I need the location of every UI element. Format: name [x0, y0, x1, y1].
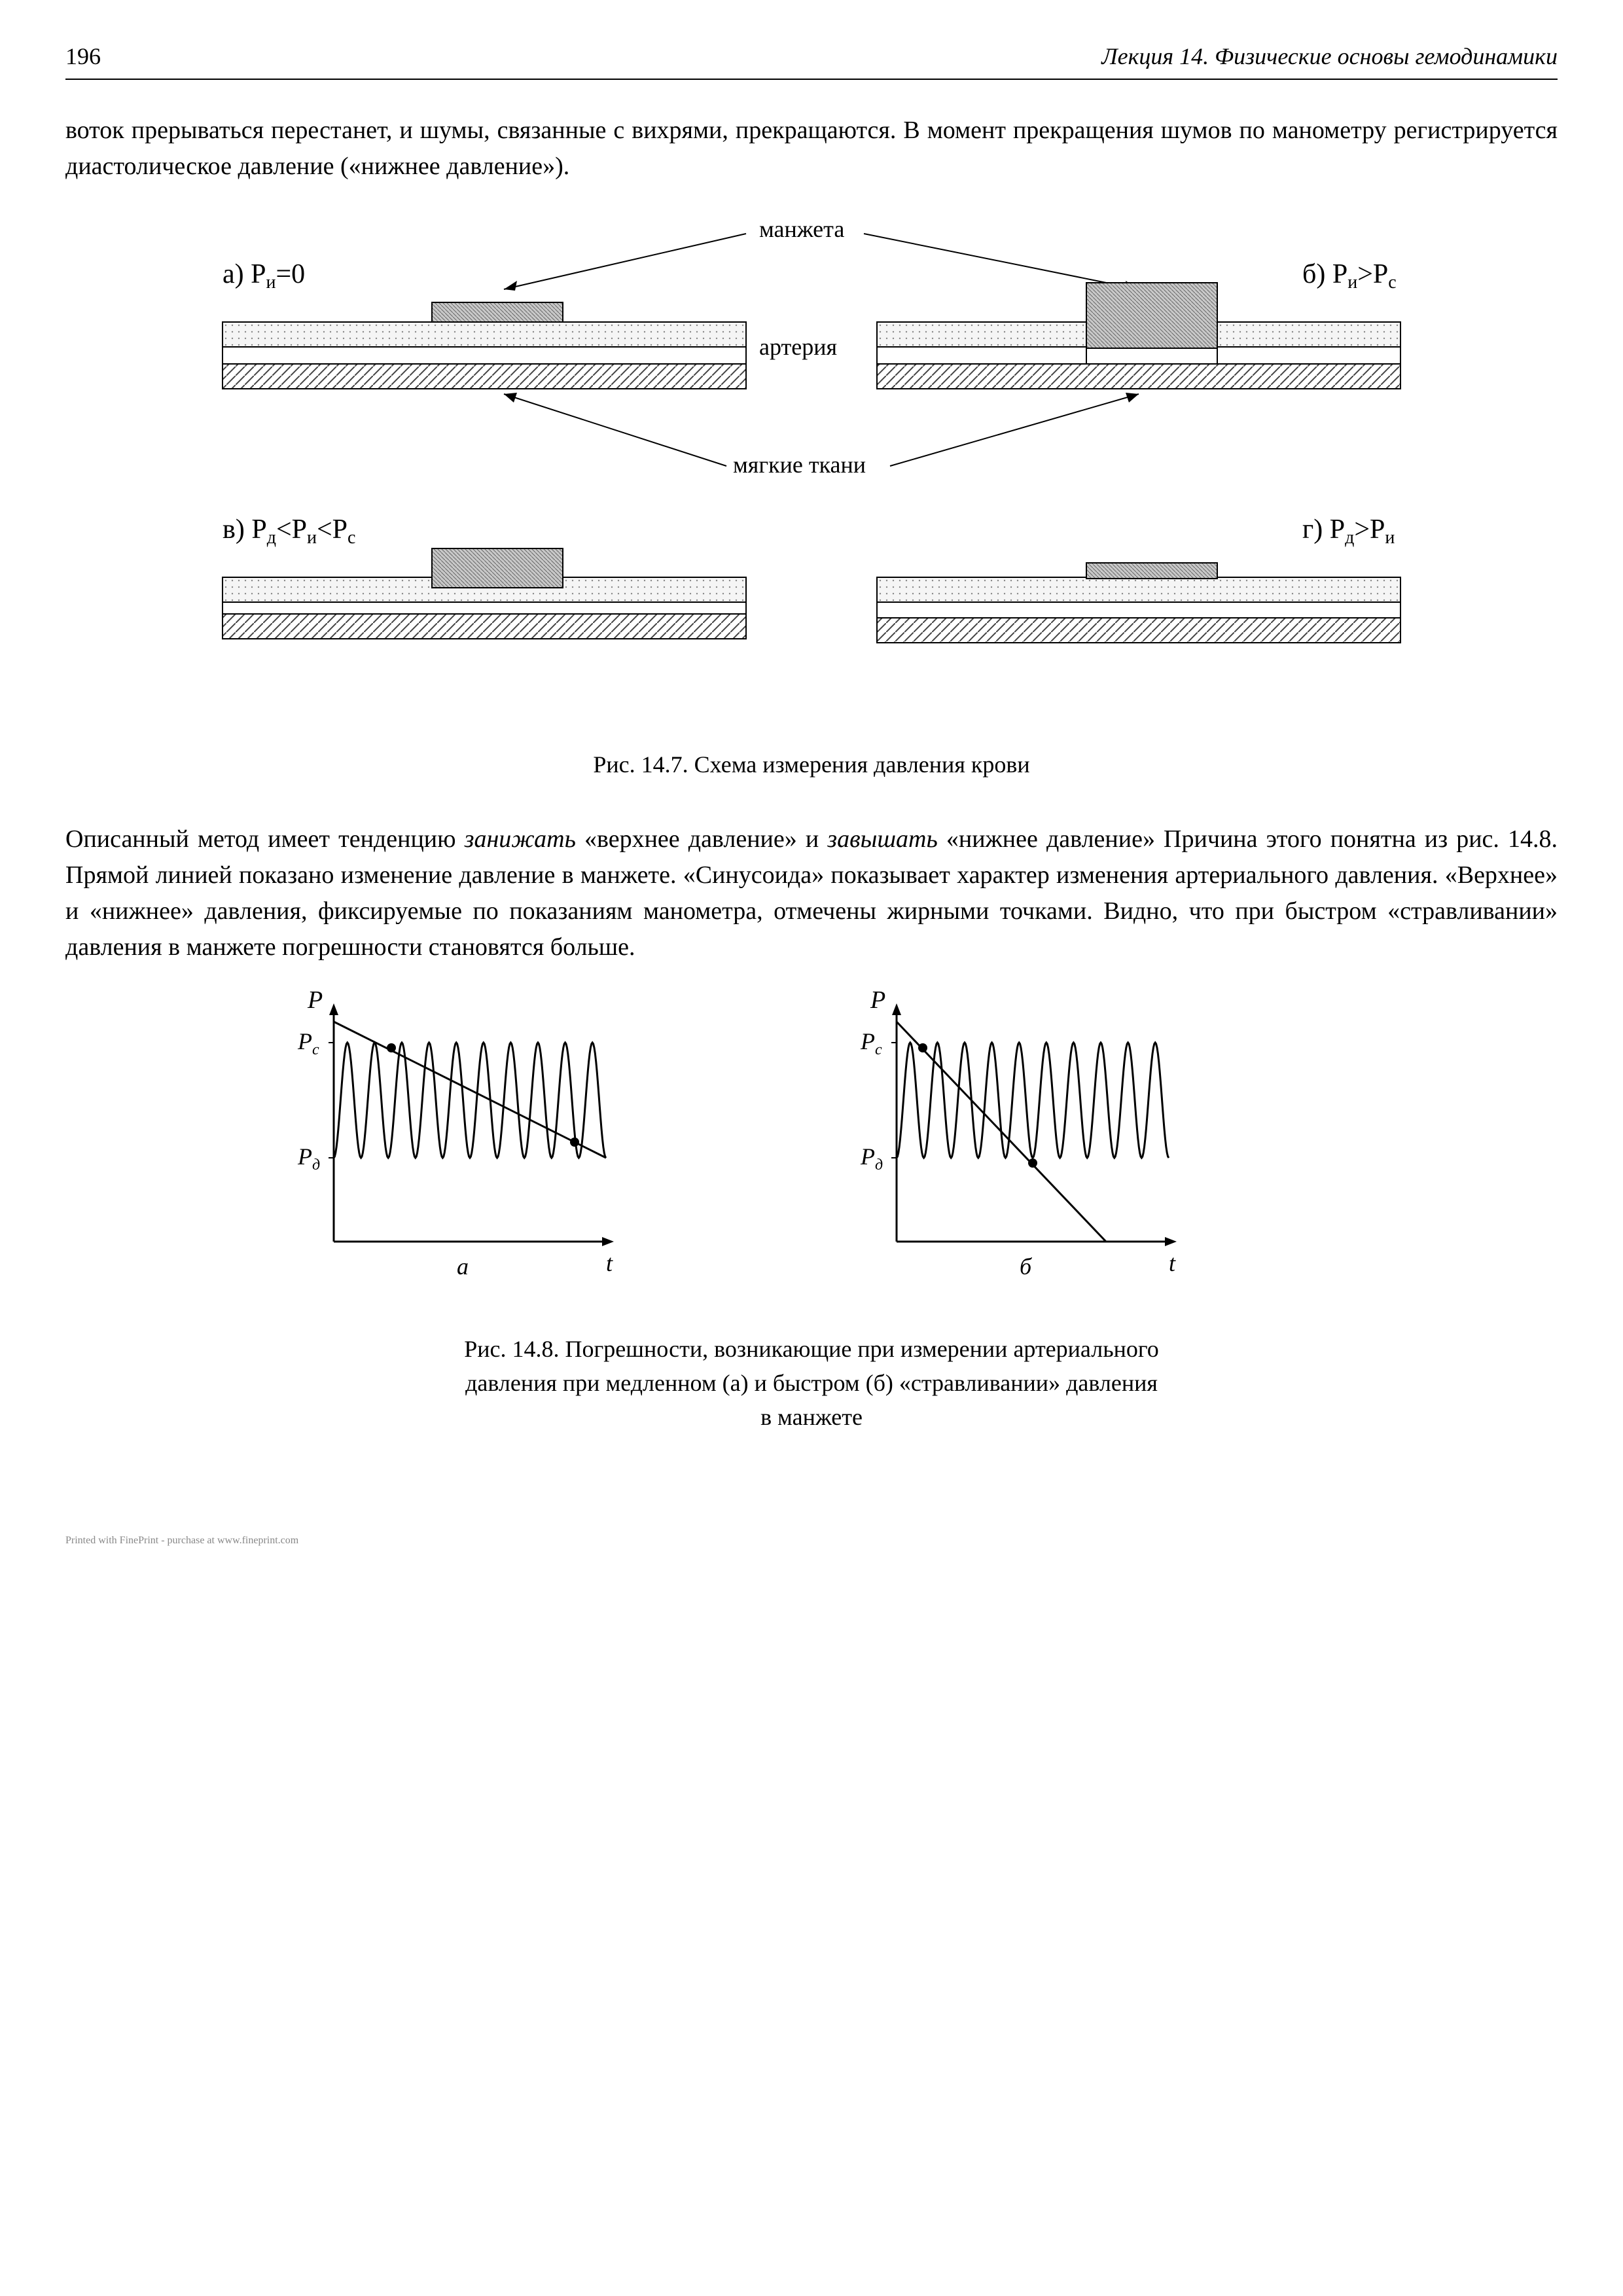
svg-text:P: P	[870, 992, 885, 1014]
fig-14-7-svg: манжета а) Pи=0 б) Pи>Pс артерия мягкие …	[190, 211, 1433, 734]
page-header: 196 Лекция 14. Физические основы гемодин…	[65, 39, 1558, 80]
label-tkani: мягкие ткани	[733, 452, 866, 478]
fig-14-7-caption: Рис. 14.7. Схема измерения давления кров…	[65, 747, 1558, 781]
paragraph-2: Описанный метод имеет тенденцию занижать…	[65, 821, 1558, 965]
paragraph-1: воток прерываться перестанет, и шумы, св…	[65, 113, 1558, 185]
svg-text:t: t	[1169, 1250, 1176, 1276]
svg-text:Pд: Pд	[297, 1143, 320, 1174]
svg-text:t: t	[606, 1250, 613, 1276]
svg-text:Pс: Pс	[297, 1028, 319, 1058]
svg-text:г) Pд>Pи: г) Pд>Pи	[1302, 514, 1395, 548]
label-arteria: артерия	[759, 334, 837, 360]
svg-text:Pд: Pд	[860, 1143, 883, 1174]
header-title: Лекция 14. Физические основы гемодинамик…	[1101, 39, 1558, 73]
svg-text:а) Pи=0: а) Pи=0	[223, 259, 305, 293]
svg-text:а: а	[457, 1253, 469, 1280]
panel-d	[877, 563, 1400, 643]
svg-text:б: б	[1020, 1253, 1033, 1280]
panel-b	[877, 283, 1400, 389]
label-manzheta: манжета	[759, 216, 844, 242]
figure-14-8: P Pс Pд t а P Pс Pд t б	[65, 992, 1558, 1319]
fig-14-8-caption: Рис. 14.8. Погрешности, возникающие при …	[65, 1332, 1558, 1435]
svg-text:б) Pи>Pс: б) Pи>Pс	[1302, 259, 1397, 293]
panel-c	[223, 548, 746, 639]
figure-14-7: манжета а) Pи=0 б) Pи>Pс артерия мягкие …	[65, 211, 1558, 734]
panel-a	[223, 302, 746, 389]
fig-14-8-svg: P Pс Pд t а P Pс Pд t б	[255, 992, 1368, 1319]
svg-text:P: P	[307, 992, 323, 1014]
svg-text:в) Pд<Pи<Pс: в) Pд<Pи<Pс	[223, 514, 355, 548]
svg-text:Pс: Pс	[860, 1028, 882, 1058]
footer-note: Printed with FinePrint - purchase at www…	[65, 1533, 1558, 1548]
page-number: 196	[65, 39, 101, 73]
